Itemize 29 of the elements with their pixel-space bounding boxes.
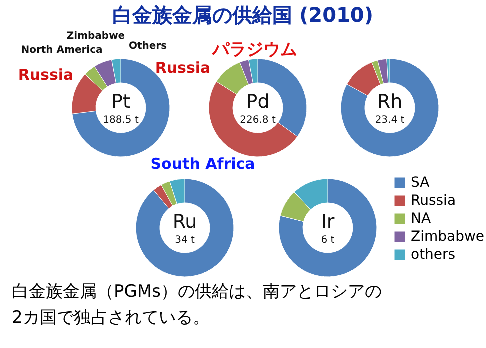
donut-slice — [136, 178, 234, 278]
text: 白金族金属（PGMs）の供給は、南アとロシアの — [12, 282, 382, 302]
text: North America — [21, 45, 103, 56]
text: Russia — [155, 59, 211, 77]
text: Others — [128, 41, 168, 52]
legend-label: Zimbabwe — [411, 229, 485, 245]
donut-slice — [154, 184, 174, 209]
text: 白金族金属の供給国 (2010) — [112, 3, 374, 27]
text: Rh — [377, 91, 403, 113]
text: Ru — [172, 211, 198, 233]
text: Pt — [112, 91, 130, 113]
legend-label: NA — [411, 211, 432, 227]
legend-label: SA — [411, 175, 430, 191]
text: 23.4 t — [375, 115, 405, 126]
donut-slice — [278, 178, 378, 278]
text: 34 t — [175, 235, 195, 246]
text: 2カ国で独占されている。 — [12, 308, 210, 328]
text: パラジウム — [212, 40, 298, 60]
text: South Africa — [150, 155, 256, 173]
text: 6 t — [321, 235, 335, 246]
text: 226.8 t — [240, 115, 276, 126]
legend-label: others — [411, 247, 456, 263]
text: 188.5 t — [103, 115, 139, 126]
text: Pd — [246, 91, 270, 113]
legend-label: Russia — [411, 193, 456, 209]
donut-slice — [340, 58, 440, 158]
text: Ir — [321, 211, 335, 233]
text: Russia — [18, 66, 74, 84]
text: Zimbabwe — [66, 31, 126, 42]
